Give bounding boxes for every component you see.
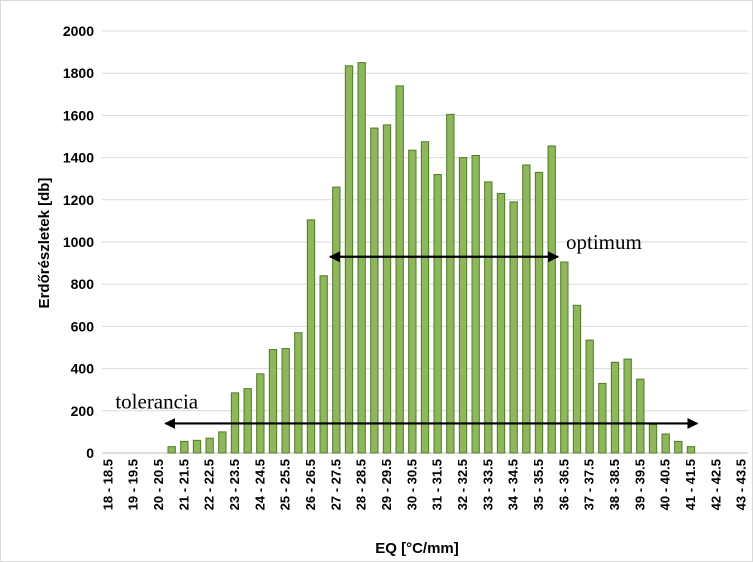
bar <box>661 433 670 454</box>
bar <box>674 440 683 454</box>
x-tick-label: 28 - 28.5 <box>354 459 369 510</box>
bar <box>256 373 265 454</box>
x-tick-label: 25 - 25.5 <box>278 459 293 510</box>
bar <box>192 439 202 454</box>
x-tick-label: 30 - 30.5 <box>404 459 419 510</box>
x-tick-label: 24 - 24.5 <box>252 459 267 510</box>
y-tick-label: 1400 <box>63 150 94 166</box>
y-tick-label: 200 <box>71 403 95 419</box>
y-tick-label: 0 <box>86 445 94 461</box>
optimum-label: optimum <box>566 230 642 254</box>
bar <box>572 304 582 454</box>
y-axis-title: Erdőrészletek [db] <box>36 178 53 309</box>
x-tick-label: 21 - 21.5 <box>176 459 191 510</box>
bar <box>382 124 392 454</box>
bar <box>395 85 404 454</box>
bar <box>496 192 506 454</box>
x-tick-label: 41 - 41.5 <box>683 459 698 510</box>
y-tick-label: 800 <box>71 276 95 292</box>
x-tick-label: 29 - 29.5 <box>379 459 394 510</box>
bar <box>585 339 594 454</box>
bar <box>560 261 569 454</box>
bar <box>522 164 531 454</box>
bar <box>319 275 328 454</box>
x-tick-label: 34 - 34.5 <box>506 459 521 510</box>
bar <box>408 149 417 454</box>
x-tick-label: 37 - 37.5 <box>582 459 597 510</box>
bar <box>180 440 189 454</box>
x-axis-ticks: 18 - 18.5 19 - 19.5 20 - 20.5 21 - 21.5 22 -… <box>100 459 748 510</box>
x-tick-label: 18 - 18.5 <box>100 459 115 510</box>
bar <box>610 361 620 454</box>
bar <box>458 157 468 454</box>
x-tick-label: 42 - 42.5 <box>708 459 723 510</box>
x-tick-label: 40 - 40.5 <box>658 459 673 510</box>
y-tick-label: 600 <box>71 318 95 334</box>
y-tick-label: 2000 <box>63 23 94 39</box>
bar <box>243 388 252 454</box>
bar <box>218 431 227 454</box>
x-tick-label: 43 - 43.5 <box>734 459 749 510</box>
y-tick-label: 1200 <box>63 192 94 208</box>
bar <box>446 113 455 454</box>
bar <box>534 171 544 454</box>
bar <box>686 446 696 454</box>
bar <box>205 437 214 454</box>
bar <box>344 65 354 454</box>
bar <box>598 382 607 454</box>
x-tick-label: 31 - 31.5 <box>430 459 445 510</box>
bar <box>294 332 303 454</box>
x-tick-label: 38 - 38.5 <box>607 459 622 510</box>
x-tick-label: 33 - 33.5 <box>480 459 495 510</box>
annotations: optimum tolerancia <box>115 230 699 429</box>
x-tick-label: 22 - 22.5 <box>202 459 217 510</box>
tolerancia-label: tolerancia <box>115 389 198 413</box>
x-tick-label: 36 - 36.5 <box>556 459 571 510</box>
bar <box>167 446 176 454</box>
x-tick-label: 35 - 35.5 <box>531 459 546 510</box>
bar <box>420 141 430 454</box>
bar <box>623 358 632 454</box>
x-tick-label: 19 - 19.5 <box>126 459 141 510</box>
x-tick-label: 39 - 39.5 <box>632 459 647 510</box>
bar <box>281 348 290 454</box>
y-axis-ticks: 0 200 400 600 800 1000 1200 1400 1600 1800 2000 <box>63 23 94 461</box>
bar <box>306 219 316 454</box>
x-tick-label: 20 - 20.5 <box>151 459 166 510</box>
bar <box>332 186 341 454</box>
x-tick-label: 23 - 23.5 <box>227 459 242 510</box>
x-tick-label: 27 - 27.5 <box>328 459 343 510</box>
bar <box>370 127 379 454</box>
y-tick-label: 400 <box>71 361 95 377</box>
bar <box>547 145 556 454</box>
bar <box>268 349 278 454</box>
bar <box>433 173 442 454</box>
bar <box>484 181 493 454</box>
y-tick-label: 1000 <box>63 234 94 250</box>
bar <box>648 424 658 454</box>
x-tick-label: 26 - 26.5 <box>303 459 318 510</box>
y-tick-label: 1800 <box>63 65 94 81</box>
x-tick-label: 32 - 32.5 <box>455 459 470 510</box>
bar <box>471 154 480 454</box>
bar <box>636 378 645 454</box>
y-tick-label: 1600 <box>63 107 94 123</box>
bar <box>509 201 518 454</box>
x-axis-title: EQ [°C/mm] <box>375 540 459 557</box>
